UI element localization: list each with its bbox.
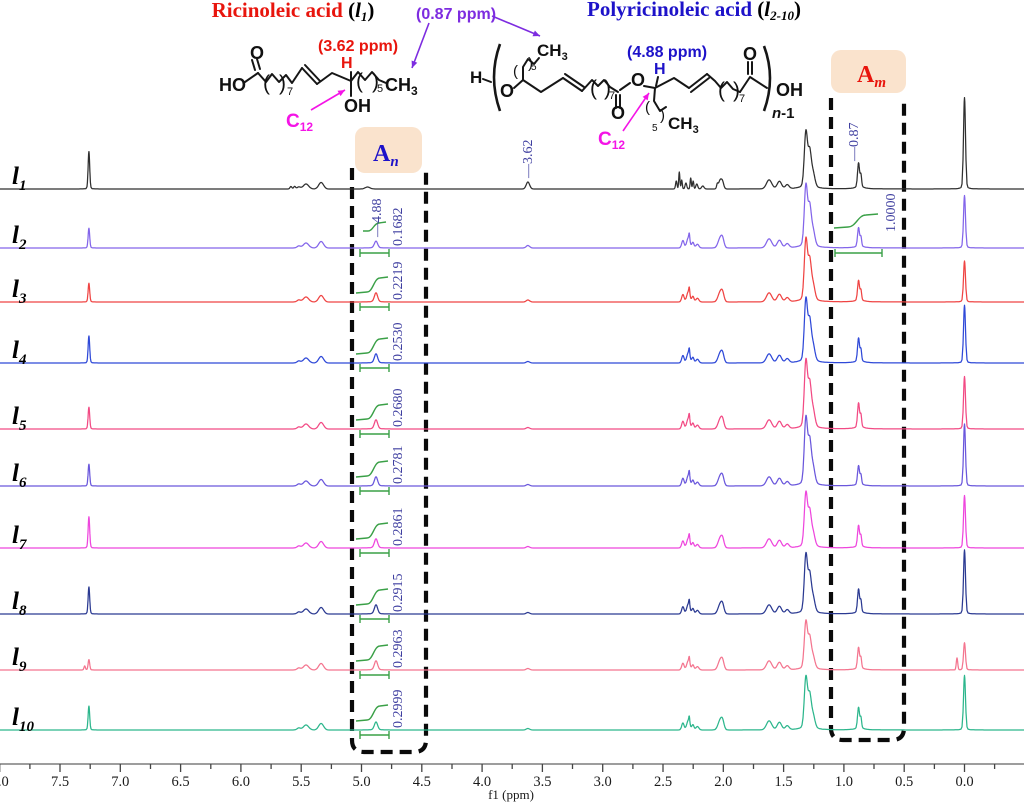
svg-text:OH: OH [776,80,803,100]
svg-text:f1 (ppm): f1 (ppm) [488,787,534,802]
svg-text:(: ( [263,72,270,95]
svg-text:(: ( [718,79,725,102]
svg-text:(: ( [645,99,650,116]
svg-text:—4.88: —4.88 [370,199,385,239]
svg-text:3.5: 3.5 [533,774,551,790]
svg-text:O: O [743,44,757,64]
svg-text:5: 5 [652,123,658,134]
svg-text:1.5: 1.5 [775,774,793,790]
svg-text:): ) [733,79,740,102]
svg-text:0.1682: 0.1682 [391,208,406,247]
svg-text:0.2999: 0.2999 [391,690,406,729]
svg-text:5.5: 5.5 [292,774,310,790]
svg-text:HO: HO [219,75,246,95]
svg-text:(4.88 ppm): (4.88 ppm) [627,44,707,61]
svg-text:0.2530: 0.2530 [391,323,406,362]
svg-text:H: H [341,55,353,72]
svg-text:O: O [250,43,264,63]
svg-text:5: 5 [531,62,537,73]
svg-text:0.2781: 0.2781 [391,446,406,485]
svg-text:2.0: 2.0 [714,774,732,790]
svg-text:(3.62 ppm): (3.62 ppm) [318,38,398,55]
svg-text:0.0: 0.0 [955,774,973,790]
svg-text:—3.62: —3.62 [521,140,536,180]
svg-text:0.2861: 0.2861 [391,508,406,547]
svg-text:8.0: 8.0 [0,774,9,790]
svg-text:3.0: 3.0 [594,774,612,790]
svg-text:7: 7 [287,86,293,98]
svg-text:7: 7 [739,93,745,105]
svg-text:0.2219: 0.2219 [391,262,406,301]
svg-text:4.5: 4.5 [413,774,431,790]
svg-text:(0.87 ppm): (0.87 ppm) [416,6,496,23]
svg-text:): ) [372,70,379,93]
svg-text:OH: OH [344,96,371,116]
svg-text:): ) [279,72,286,95]
svg-text:H: H [654,61,666,78]
svg-text:5: 5 [377,83,383,95]
svg-text:CH3: CH3 [668,114,699,136]
svg-text:6.0: 6.0 [232,774,250,790]
svg-text:(: ( [590,77,597,100]
svg-text:(: ( [513,63,518,80]
svg-text:Ricinoleic acid (l1): Ricinoleic acid (l1) [212,0,375,24]
svg-text:4.0: 4.0 [473,774,491,790]
svg-text:0.2915: 0.2915 [391,574,406,613]
svg-text:H: H [470,68,482,87]
svg-text:7.5: 7.5 [51,774,69,790]
svg-text:7: 7 [609,90,615,102]
svg-text:): ) [528,55,533,72]
svg-text:O: O [611,103,625,123]
svg-text:CH3: CH3 [385,75,418,98]
svg-text:0.2680: 0.2680 [391,389,406,428]
svg-text:n-1: n-1 [772,105,795,122]
svg-text:Polyricinoleic acid (l2-10): Polyricinoleic acid (l2-10) [587,0,801,23]
svg-text:): ) [660,107,665,124]
svg-text:0.2963: 0.2963 [391,630,406,669]
svg-text:O: O [500,81,514,101]
svg-text:1.0: 1.0 [835,774,853,790]
svg-text:7.0: 7.0 [111,774,129,790]
svg-text:(: ( [356,70,363,93]
svg-text:): ) [604,77,611,100]
svg-text:6.5: 6.5 [172,774,190,790]
svg-text:1.0000: 1.0000 [884,194,899,233]
svg-text:O: O [631,70,645,90]
svg-text:CH3: CH3 [537,41,568,63]
svg-text:—0.87: —0.87 [847,123,862,163]
svg-text:0.5: 0.5 [895,774,913,790]
svg-text:2.5: 2.5 [654,774,672,790]
svg-text:5.0: 5.0 [352,774,370,790]
